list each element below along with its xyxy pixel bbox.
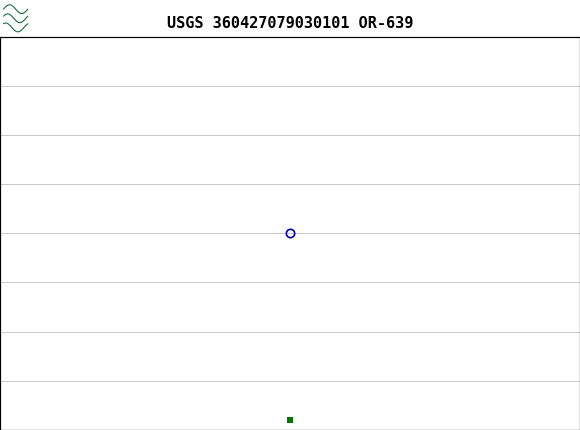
Text: USGS: USGS xyxy=(30,11,72,25)
FancyBboxPatch shape xyxy=(3,3,61,34)
Title: USGS 360427079030101 OR-639: USGS 360427079030101 OR-639 xyxy=(167,16,413,31)
